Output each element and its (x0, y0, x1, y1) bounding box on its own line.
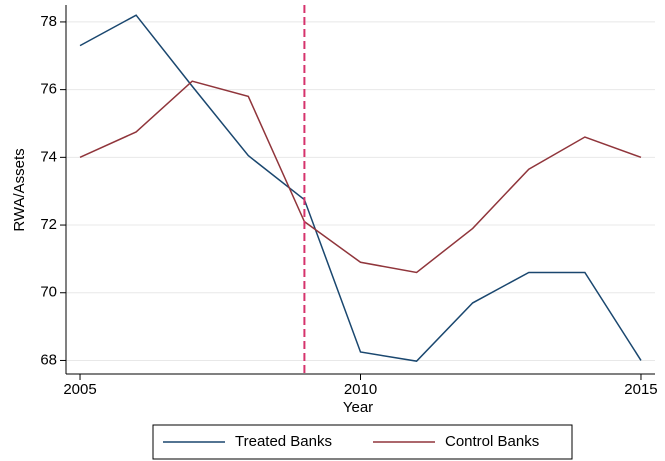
y-tick-label: 72 (40, 216, 57, 233)
legend-label: Control Banks (445, 433, 539, 450)
y-tick-label: 76 (40, 81, 57, 98)
data-line (79, 80, 642, 274)
data-line (79, 14, 642, 362)
y-axis-label: RWA/Assets (11, 148, 28, 231)
y-tick-label: 78 (40, 13, 57, 30)
x-tick-label: 2005 (63, 381, 96, 398)
y-tick-label: 70 (40, 284, 57, 301)
x-axis-label: Year (343, 399, 373, 416)
y-tick-label: 68 (40, 351, 57, 368)
y-tick-label: 74 (40, 148, 57, 165)
x-tick-label: 2010 (344, 381, 377, 398)
legend-label: Treated Banks (235, 433, 332, 450)
x-tick-label: 2015 (624, 381, 657, 398)
